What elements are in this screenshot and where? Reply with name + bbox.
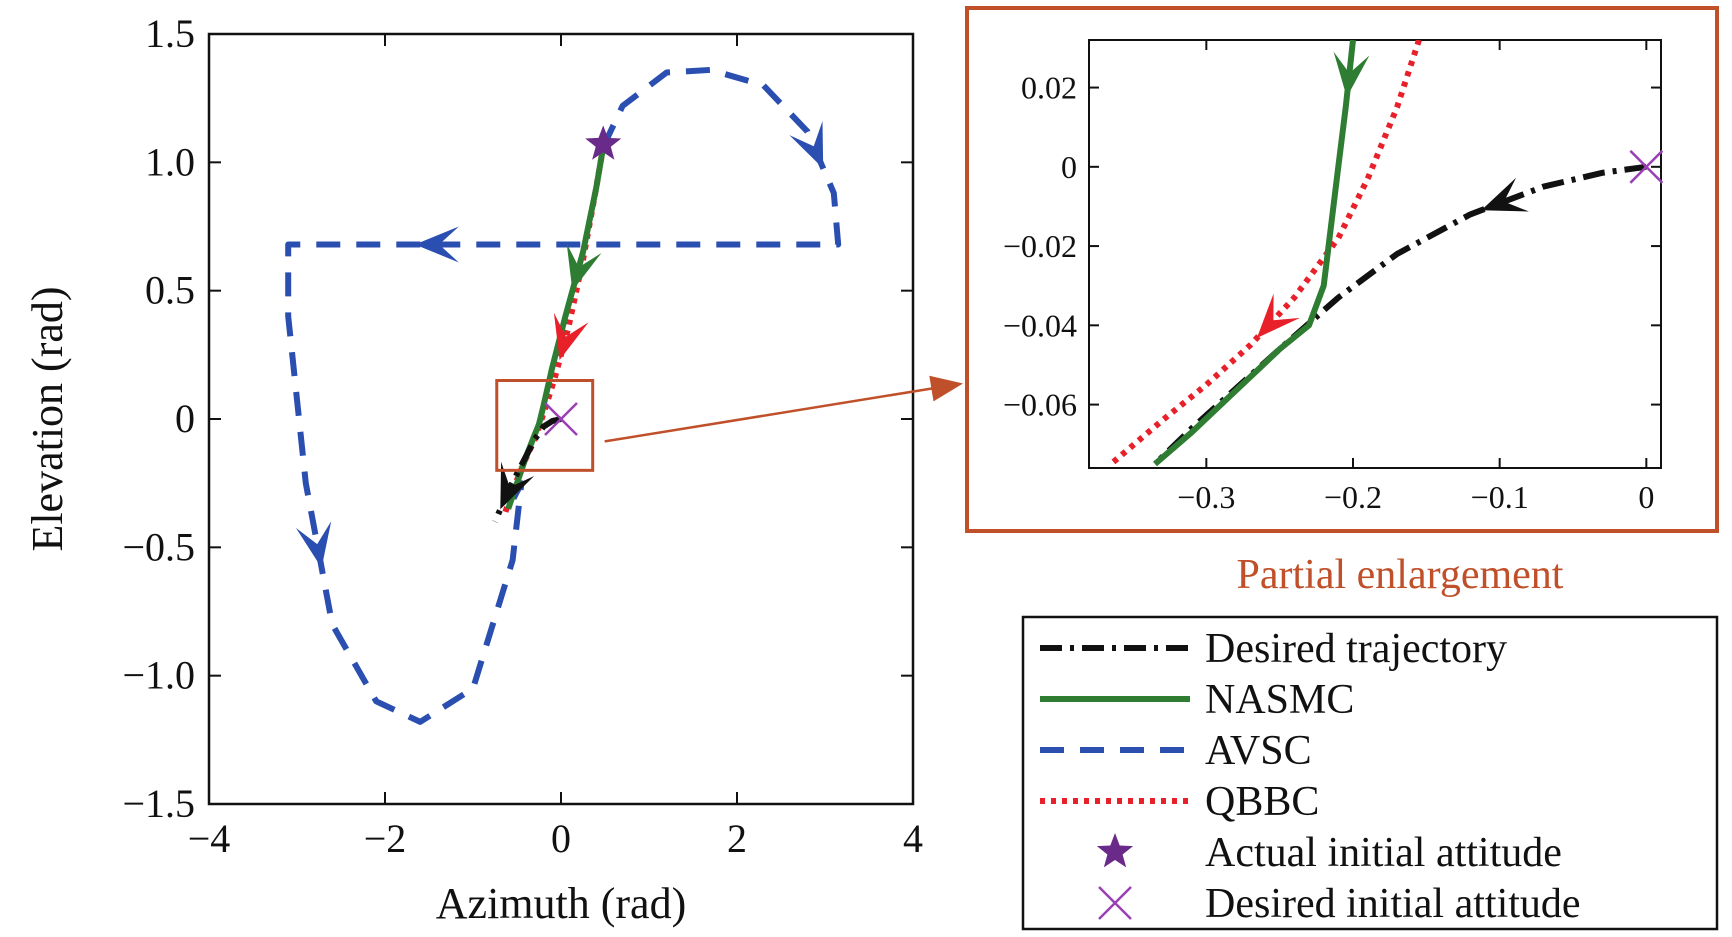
inset-axes-frame: [1088, 39, 1662, 469]
main-ticks: −4 −2 0 2 4 1.5 1.0 0.5 0 −0.5 −1.0 −1.5: [122, 11, 923, 861]
inset-series-qbbc: [1109, 40, 1422, 467]
legend-item-desired-initial-attitude: Desired initial attitude: [1098, 881, 1581, 927]
inset-ticks: −0.3 −0.2 −0.1 0 0.02 0 −0.02 −0.04 −0.06: [1003, 40, 1661, 515]
legend: Desired trajectory NASMC AVSC QBBC Actual in…: [1021, 615, 1719, 931]
arrow-avsc: [295, 521, 332, 568]
legend-label: NASMC: [1205, 677, 1354, 723]
x-tick-label: 2: [727, 816, 747, 861]
legend-item-qbbc: QBBC: [1040, 779, 1319, 825]
arrow-desired-trajectory: [500, 461, 535, 510]
inset-y-tick-label: 0: [1061, 149, 1077, 185]
arrow-avsc: [414, 226, 459, 263]
inset-markers: [1256, 51, 1664, 338]
legend-box: [1021, 615, 1719, 931]
main-plot: −4 −2 0 2 4 1.5 1.0 0.5 0 −0.5 −1.0 −1.5 Azimuth (r…: [23, 11, 963, 928]
inset-border: [965, 6, 1719, 533]
inset-arrow-qbbc: [1256, 293, 1300, 338]
series-qbbc: [500, 146, 607, 518]
inset-y-tick-label: −0.06: [1003, 387, 1077, 423]
zoom-region-box: [495, 379, 595, 472]
desired-initial-attitude-marker: [544, 402, 578, 436]
legend-label: AVSC: [1205, 728, 1312, 774]
inset-y-tick-label: 0.02: [1021, 70, 1077, 106]
y-tick-label: −0.5: [122, 524, 195, 569]
series-avsc: [285, 66, 842, 725]
legend-label: QBBC: [1205, 779, 1319, 825]
arrow-avsc: [789, 121, 824, 169]
y-tick-label: 0: [175, 396, 195, 441]
inset-series-desired-trajectory: [1152, 163, 1647, 467]
x-axis-label: Azimuth (rad): [436, 879, 686, 928]
zoom-arrowhead: [929, 375, 963, 402]
x-tick-label: 0: [551, 816, 571, 861]
x-tick-label: −2: [364, 816, 407, 861]
inset-x-tick-label: −0.1: [1471, 479, 1529, 515]
inset-arrow-nasmc: [1333, 51, 1370, 98]
series-nasmc: [505, 146, 607, 510]
inset-y-tick-label: −0.04: [1003, 307, 1077, 343]
legend-label: Actual initial attitude: [1205, 830, 1562, 876]
actual-initial-attitude-marker: [585, 125, 622, 160]
arrow-nasmc: [566, 243, 602, 291]
inset-series-nasmc: [1153, 40, 1356, 467]
y-tick-label: −1.0: [122, 653, 195, 698]
y-tick-label: −1.5: [122, 781, 195, 826]
y-tick-label: 1.0: [145, 139, 195, 184]
main-markers: [295, 121, 824, 568]
inset-x-tick-label: 0: [1638, 479, 1654, 515]
inset-caption: Partial enlargement: [1237, 552, 1564, 598]
inset-x-tick-label: −0.2: [1324, 479, 1382, 515]
y-tick-label: 1.5: [145, 11, 195, 56]
main-series: [285, 66, 842, 725]
inset-y-tick-label: −0.02: [1003, 228, 1077, 264]
y-tick-label: 0.5: [145, 268, 195, 313]
inset-x-tick-label: −0.3: [1177, 479, 1235, 515]
inset-plot: −0.3 −0.2 −0.1 0 0.02 0 −0.02 −0.04 −0.06 Partia…: [965, 6, 1719, 598]
y-axis-label: Elevation (rad): [23, 286, 72, 551]
legend-label: Desired trajectory: [1205, 626, 1507, 672]
x-tick-label: −4: [188, 816, 231, 861]
inset-series: [1109, 40, 1647, 467]
zoom-arrow-line: [604, 386, 936, 443]
legend-item-nasmc: NASMC: [1040, 677, 1354, 723]
desired-initial-attitude-marker: [1629, 149, 1664, 184]
actual-initial-attitude-marker: [1096, 833, 1134, 868]
legend-item-actual-initial-attitude: Actual initial attitude: [1096, 830, 1562, 876]
legend-label: Desired initial attitude: [1205, 881, 1581, 927]
desired-initial-attitude-marker: [1098, 886, 1132, 920]
legend-item-desired-trajectory: Desired trajectory: [1040, 626, 1507, 672]
arrow-qbbc: [553, 312, 589, 360]
x-tick-label: 4: [903, 816, 923, 861]
inset-arrow-desired-trajectory: [1481, 177, 1529, 212]
legend-item-avsc: AVSC: [1040, 728, 1312, 774]
